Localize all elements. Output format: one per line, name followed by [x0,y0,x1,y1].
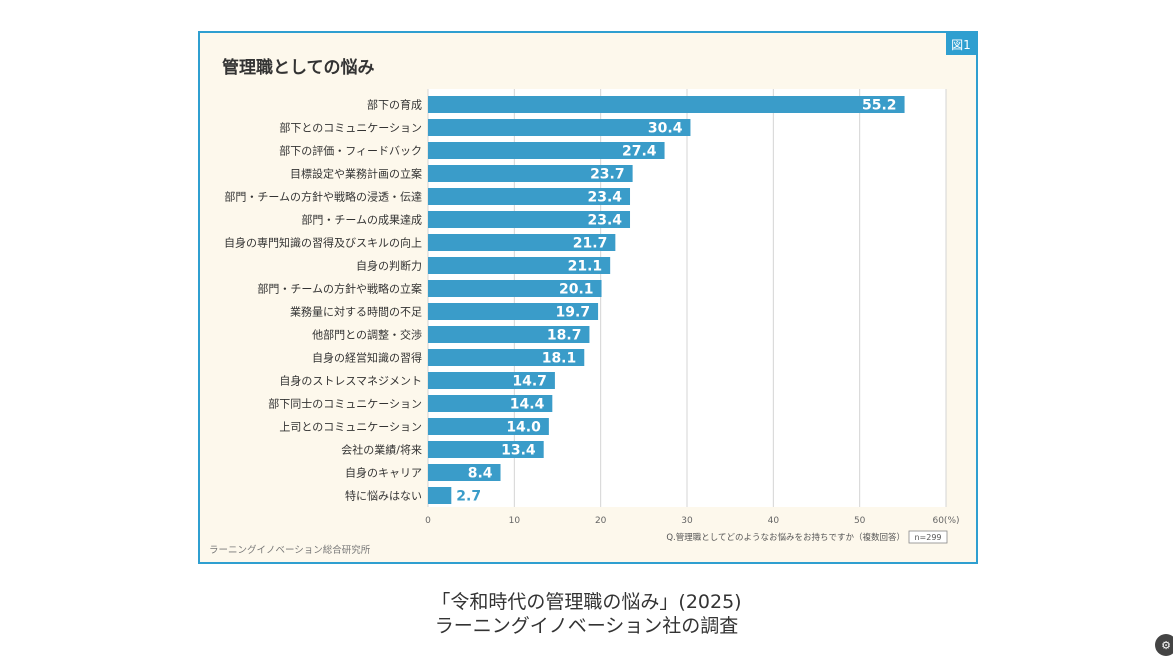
category-label: 部下同士のコミュニケーション [268,397,422,411]
bar [428,188,631,205]
value-label: 18.1 [542,351,577,367]
x-tick-label: 50 [854,516,866,526]
category-label: 部門・チームの方針や戦略の立案 [257,282,422,296]
bar [428,257,611,274]
bar [428,96,905,113]
value-label: 23.4 [587,213,622,229]
chart-title: 管理職としての悩み [222,58,375,78]
bar [428,280,602,297]
value-label: 2.7 [456,489,481,505]
sample-size-label: n=299 [914,533,941,542]
x-tick-label: 20 [595,516,607,526]
sample-size-box [908,530,948,544]
value-label: 8.4 [468,466,493,482]
category-label: 部門・チームの方針や戦略の浸透・伝達 [224,190,422,204]
value-label: 20.1 [559,282,594,298]
value-label: 21.1 [568,259,603,275]
category-label: 目標設定や業務計画の立案 [290,167,422,181]
category-label: 特に悩みはない [345,489,422,503]
question-note: Q.管理職としてどのようなお悩みをお持ちですか（複数回答） [666,532,905,543]
x-tick-label: 30 [681,516,693,526]
caption-line-2: ラーニングイノベーション社の調査 [434,615,739,637]
value-label: 23.4 [587,190,622,206]
bar [428,303,599,320]
category-label: 上司とのコミュニケーション [279,421,422,434]
caption: 「令和時代の管理職の悩み」(2025) ラーニングイノベーション社の調査 [0,590,1173,638]
bar [428,165,633,182]
bar [428,395,553,412]
category-label: 自身の経営知識の習得 [312,351,422,365]
value-label: 55.2 [862,98,897,114]
x-tick-label: 40 [768,516,780,526]
bar [428,487,452,504]
category-label: 部下の評価・フィードバック [279,144,422,158]
bar [428,349,585,366]
category-label: 部門・チームの成果達成 [301,213,422,227]
category-label: 部下とのコミュニケーション [279,121,422,135]
category-label: 他部門との調整・交渉 [312,328,422,342]
value-label: 14.7 [512,374,547,390]
bar [428,372,555,389]
value-label: 21.7 [573,236,608,252]
category-label: 会社の業績/将来 [341,443,422,457]
caption-line-1: 「令和時代の管理職の悩み」(2025) [431,591,742,613]
value-label: 18.7 [547,328,582,344]
bar-chart: 0 10 20 30 40 50 60(%) 部下の育成 55.2 部下とのコミュニケーション 30… [224,89,960,544]
bar [428,418,549,435]
bar [428,464,501,481]
x-tick-label: 0 [425,516,431,526]
source-label: ラーニングイノベーション総合研究所 [209,545,371,556]
x-tick-label: 10 [509,516,521,526]
value-label: 14.0 [506,420,541,436]
bar [428,119,691,136]
category-label: 業務量に対する時間の不足 [290,305,422,319]
value-label: 13.4 [501,443,536,459]
category-label: 自身の判断力 [356,259,422,273]
bar [428,441,544,458]
category-label: 自身の専門知識の習得及びスキルの向上 [224,236,422,250]
x-tick-label: 60(%) [932,516,959,526]
value-label: 19.7 [556,305,591,321]
bar [428,142,665,159]
value-label: 14.4 [510,397,545,413]
settings-icon[interactable]: ⚙ [1155,634,1173,656]
figure-badge: 図1 [946,33,976,55]
category-label: 自身のキャリア [345,466,422,480]
category-label: 部下の育成 [367,98,422,112]
value-label: 30.4 [648,121,683,137]
value-label: 23.7 [590,167,625,183]
bar [428,326,590,343]
bar [428,234,616,251]
value-label: 27.4 [622,144,657,160]
chart-panel: 図1 管理職としての悩み 0 10 20 30 40 50 60(%) 部下の育成 55.2 部下… [198,31,978,564]
bar [428,211,631,228]
category-label: 自身のストレスマネジメント [279,374,422,388]
